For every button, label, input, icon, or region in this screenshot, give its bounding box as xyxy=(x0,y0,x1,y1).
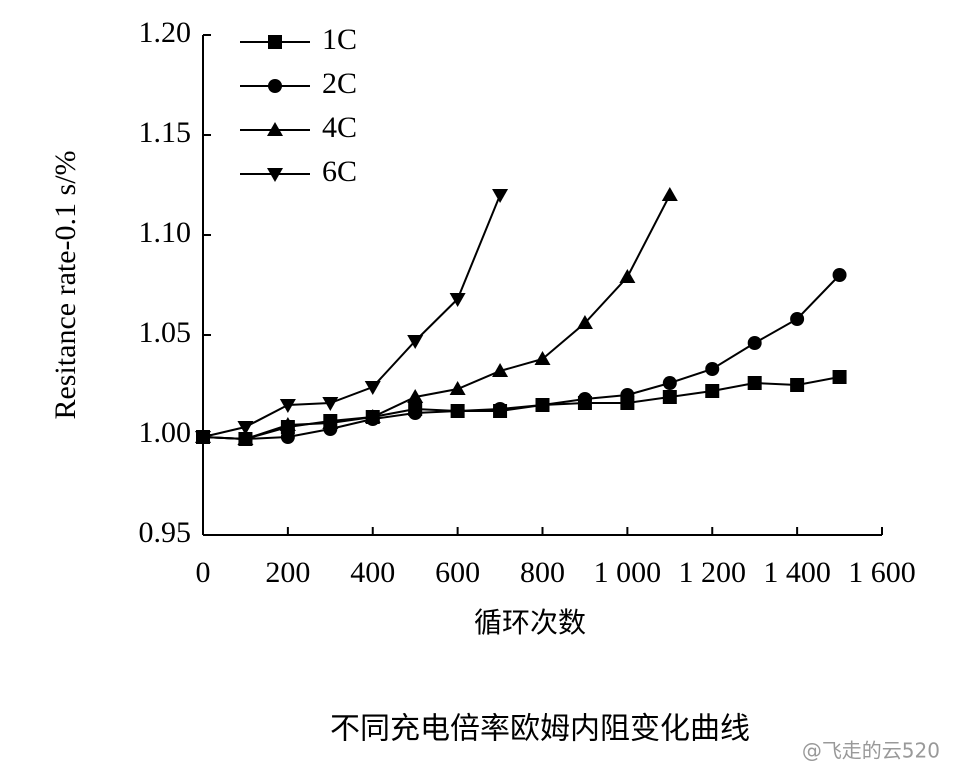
series-line xyxy=(202,194,501,438)
x-tick-label: 400 xyxy=(350,556,395,589)
marker xyxy=(449,293,466,307)
marker xyxy=(705,362,720,376)
marker xyxy=(364,409,381,423)
x-tick-label: 800 xyxy=(520,556,565,589)
marker xyxy=(280,430,295,444)
y-tick-label: 1.00 xyxy=(139,416,192,449)
marker xyxy=(535,398,550,412)
marker xyxy=(747,376,762,390)
watermark: @飞走的云520 xyxy=(802,739,940,763)
y-tick-label: 1.05 xyxy=(139,316,192,349)
legend-marker xyxy=(267,168,283,182)
legend-label: 1C xyxy=(322,23,357,56)
marker xyxy=(364,381,381,395)
marker xyxy=(790,378,805,392)
series-line xyxy=(202,194,671,441)
y-tick-label: 0.95 xyxy=(139,516,192,549)
marker xyxy=(576,315,593,329)
y-tick-label: 1.15 xyxy=(139,116,192,149)
series-line xyxy=(202,274,841,441)
marker xyxy=(449,381,466,395)
marker xyxy=(492,363,509,377)
legend-label: 6C xyxy=(322,155,357,188)
marker xyxy=(322,397,339,411)
marker xyxy=(705,384,720,398)
x-tick-label: 200 xyxy=(265,556,310,589)
marker xyxy=(534,351,551,365)
marker xyxy=(661,187,678,201)
legend-label: 4C xyxy=(322,111,357,144)
legend-marker xyxy=(268,35,282,49)
marker xyxy=(747,336,762,350)
marker xyxy=(662,376,677,390)
legend-marker xyxy=(268,79,282,93)
marker xyxy=(450,404,465,418)
marker xyxy=(832,268,847,282)
y-tick-label: 1.20 xyxy=(139,16,192,49)
x-axis-label: 循环次数 xyxy=(474,606,586,639)
marker xyxy=(279,417,296,431)
marker xyxy=(237,431,254,445)
marker xyxy=(662,390,677,404)
x-tick-label: 600 xyxy=(435,556,480,589)
x-tick-label: 1 400 xyxy=(763,556,831,589)
marker xyxy=(790,312,805,326)
x-tick-label: 1 200 xyxy=(679,556,747,589)
marker xyxy=(237,421,254,435)
marker xyxy=(577,392,592,406)
x-tick-label: 1 000 xyxy=(594,556,662,589)
y-tick-label: 1.10 xyxy=(139,216,192,249)
marker xyxy=(407,389,424,403)
x-tick-label: 1 600 xyxy=(848,556,916,589)
caption: 不同充电倍率欧姆内阻变化曲线 xyxy=(330,712,750,747)
marker xyxy=(832,370,847,384)
marker xyxy=(195,431,211,445)
x-tick-label: 0 xyxy=(196,556,211,589)
marker xyxy=(620,388,635,402)
marker xyxy=(492,189,509,203)
y-axis-label: Resitance rate-0.1 s/% xyxy=(49,150,82,419)
marker xyxy=(408,406,423,420)
marker xyxy=(407,335,424,349)
marker xyxy=(493,402,508,416)
legend-label: 2C xyxy=(322,67,357,100)
marker xyxy=(619,269,636,283)
legend-marker xyxy=(267,122,283,136)
marker xyxy=(279,399,296,413)
marker xyxy=(322,415,339,429)
